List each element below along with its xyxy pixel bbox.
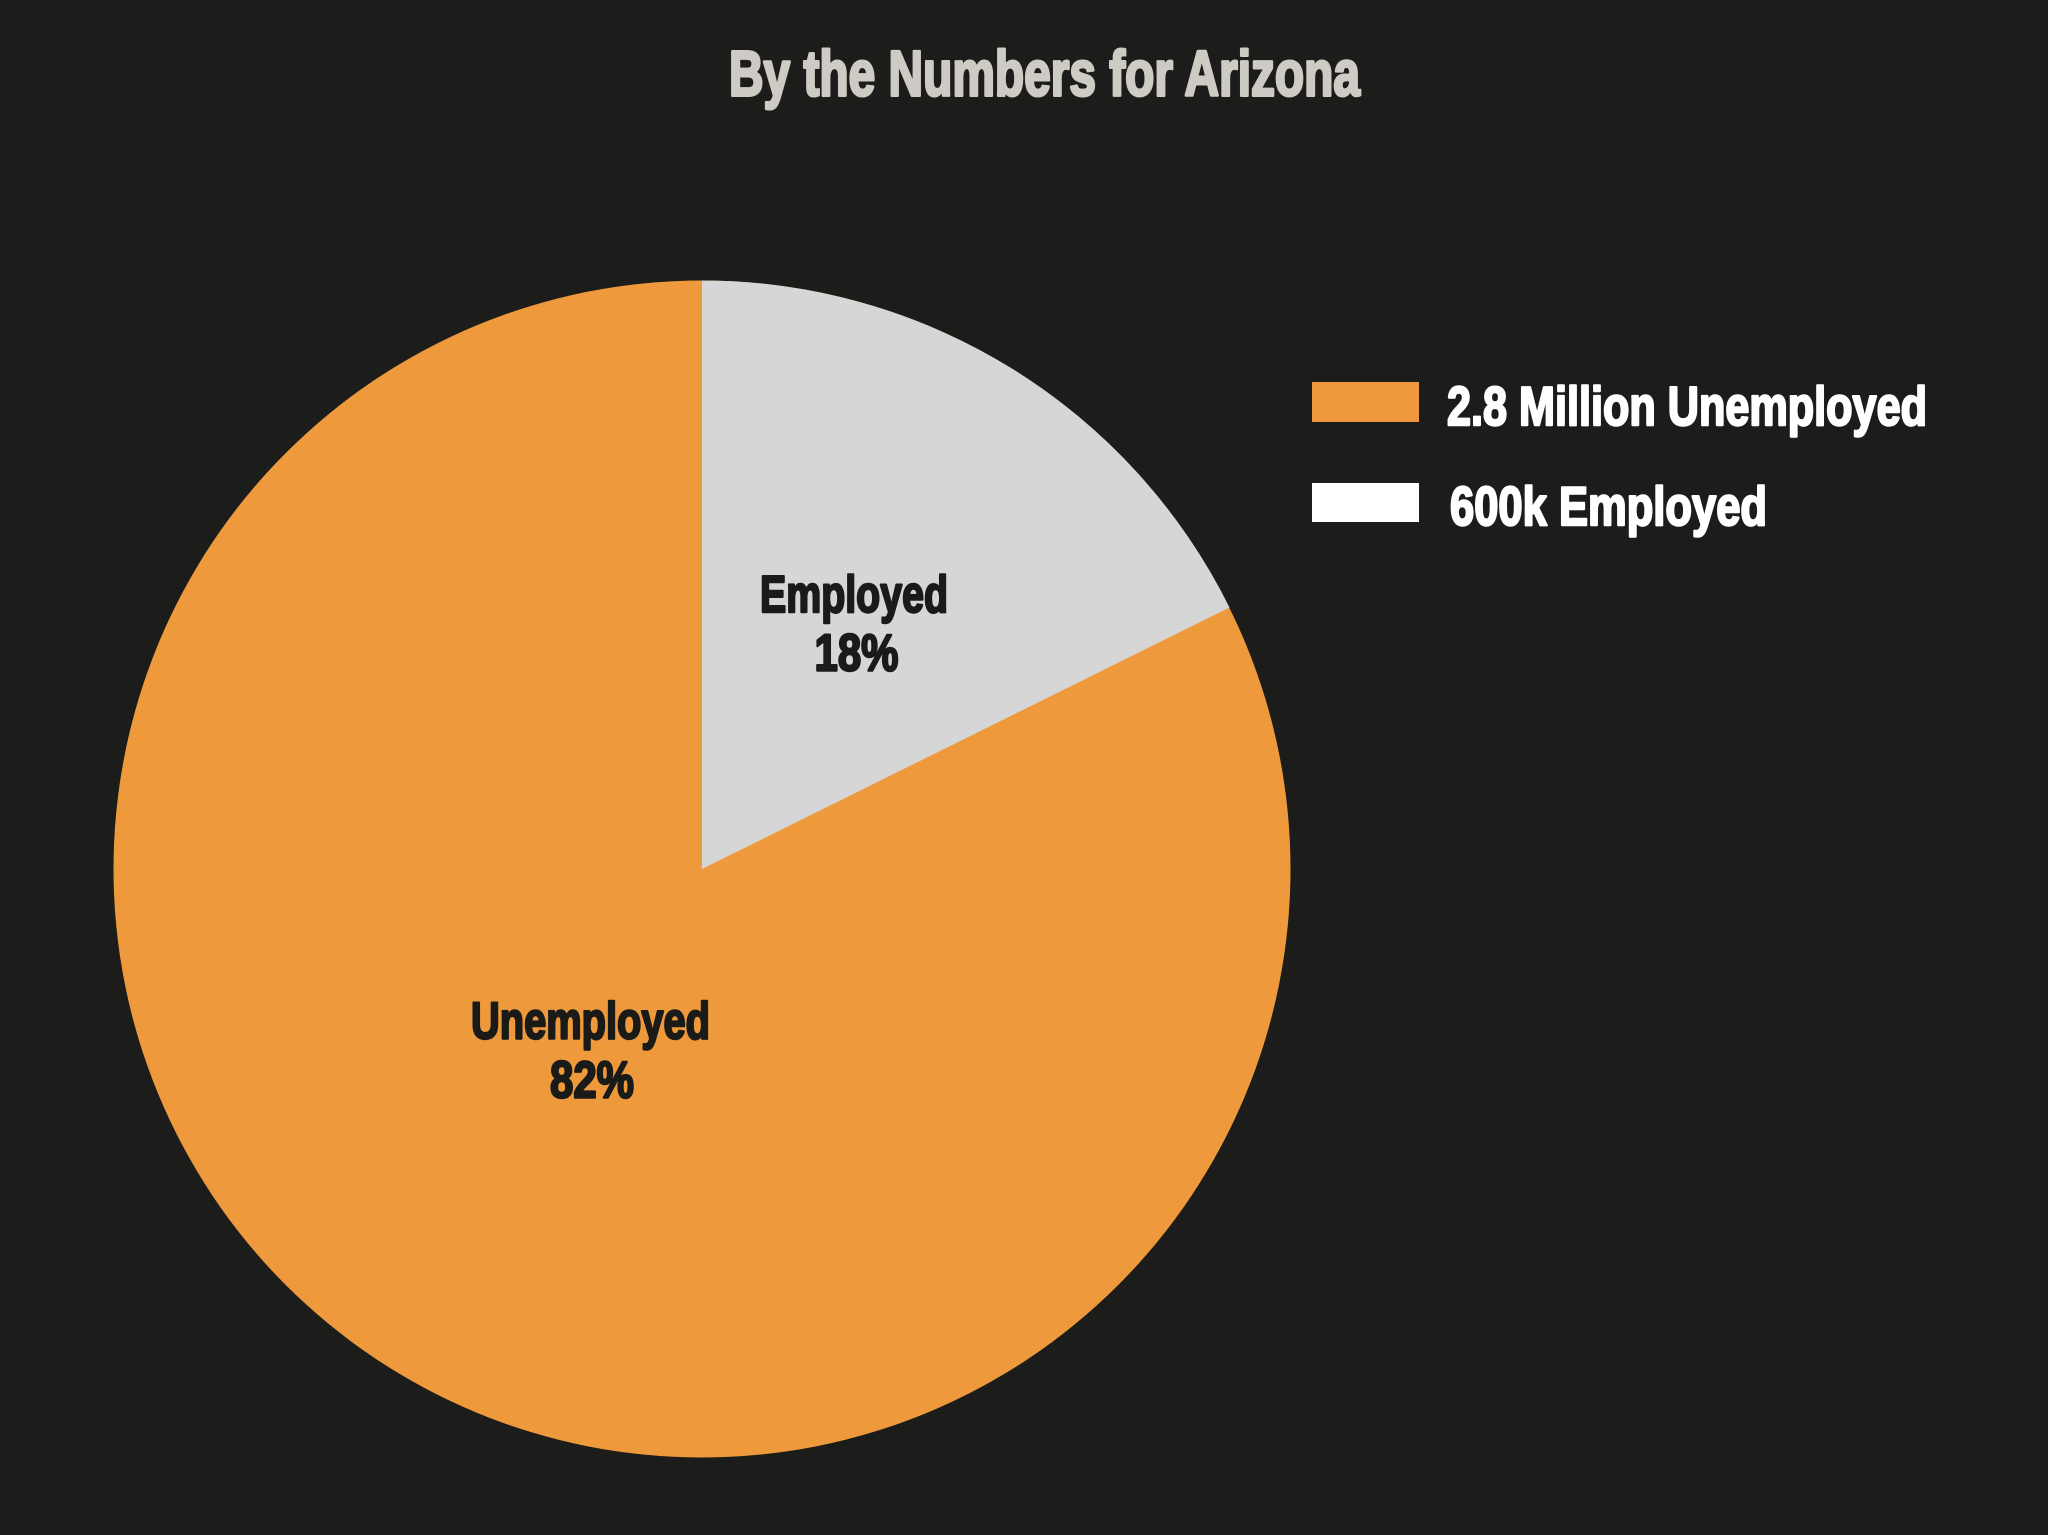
svg-text:Employed: Employed <box>760 566 948 624</box>
svg-text:18%: 18% <box>815 625 899 683</box>
svg-text:82%: 82% <box>550 1052 634 1110</box>
svg-text:2.8 Million Unemployed: 2.8 Million Unemployed <box>1447 375 1927 437</box>
svg-text:Unemployed: Unemployed <box>471 993 710 1051</box>
svg-text:By the Numbers for Arizona: By the Numbers for Arizona <box>729 38 1360 110</box>
svg-text:600k Employed: 600k Employed <box>1450 475 1767 537</box>
